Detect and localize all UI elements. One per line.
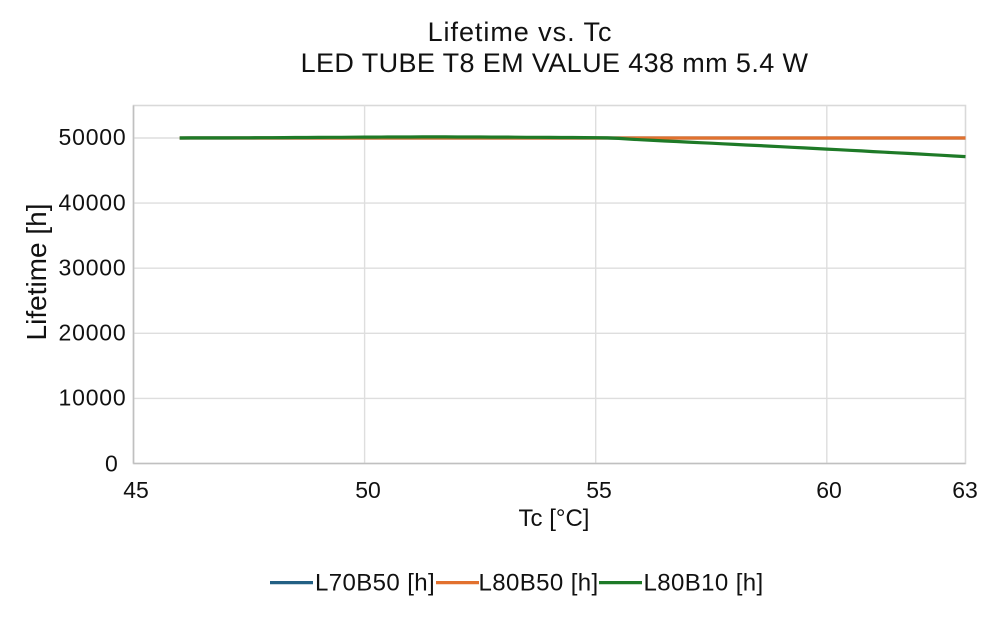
svg-text:40000: 40000 xyxy=(59,190,127,216)
svg-text:45: 45 xyxy=(123,477,149,503)
svg-text:0: 0 xyxy=(105,451,118,477)
svg-text:10000: 10000 xyxy=(59,385,127,411)
svg-text:L80B50 [h]: L80B50 [h] xyxy=(479,570,599,597)
svg-text:L70B50 [h]: L70B50 [h] xyxy=(315,570,435,597)
svg-text:50: 50 xyxy=(355,477,381,503)
svg-text:55: 55 xyxy=(586,477,612,503)
svg-text:Lifetime [h]: Lifetime [h] xyxy=(21,204,52,341)
svg-text:63: 63 xyxy=(952,477,978,503)
svg-text:60: 60 xyxy=(816,477,842,503)
svg-text:LED TUBE T8 EM VALUE 438 mm 5.: LED TUBE T8 EM VALUE 438 mm 5.4 W xyxy=(301,48,809,78)
svg-text:Tc [°C]: Tc [°C] xyxy=(519,505,590,532)
svg-text:Lifetime vs. Tc: Lifetime vs. Tc xyxy=(428,17,613,47)
svg-text:30000: 30000 xyxy=(59,255,127,281)
svg-text:L80B10 [h]: L80B10 [h] xyxy=(644,570,764,597)
svg-text:20000: 20000 xyxy=(59,320,127,346)
svg-text:50000: 50000 xyxy=(59,124,127,150)
